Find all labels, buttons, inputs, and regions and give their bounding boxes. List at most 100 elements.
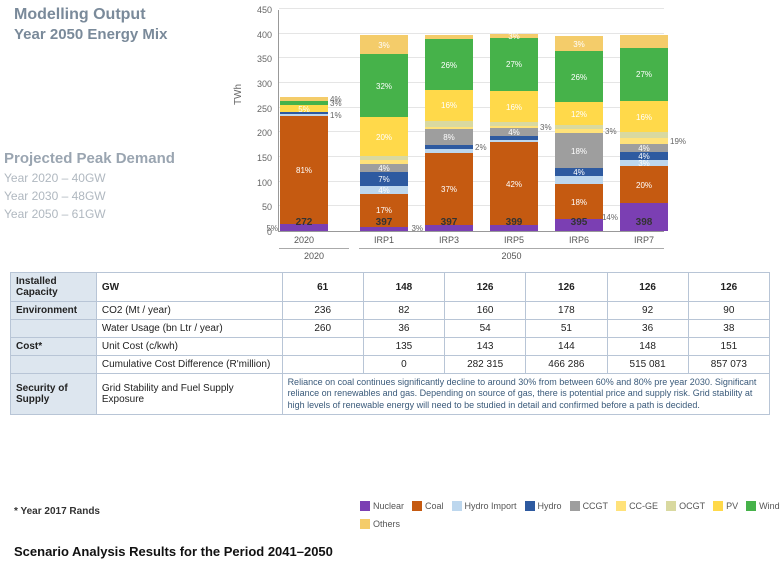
row-group-cell: Installed Capacity: [11, 273, 97, 302]
x-label: IRP3: [425, 235, 473, 245]
table-row: Installed CapacityGW61148126126126126: [11, 273, 770, 302]
segment-Others: [425, 35, 473, 39]
segment-HydroImport: [620, 160, 668, 166]
segment-CCGT: [425, 129, 473, 145]
value-cell: 148: [363, 273, 444, 302]
peak-demand-title: Projected Peak Demand: [4, 150, 175, 167]
value-cell: 282 315: [445, 356, 526, 374]
value-cell: 151: [688, 338, 769, 356]
value-cell: 82: [363, 302, 444, 320]
legend-swatch: [452, 501, 462, 511]
row-group-cell: [11, 356, 97, 374]
legend-item: Coal: [412, 501, 444, 511]
segment-Coal: [620, 166, 668, 203]
y-tick: 100: [257, 178, 272, 188]
legend-item: Wind: [746, 501, 780, 511]
legend-label: Hydro Import: [465, 501, 517, 511]
legend-item: OCGT: [666, 501, 705, 511]
value-cell: 515 081: [607, 356, 688, 374]
y-tick: 300: [257, 79, 272, 89]
legend-swatch: [360, 519, 370, 529]
value-cell: 61: [282, 273, 363, 302]
row-metric-cell: GW: [96, 273, 282, 302]
y-tick: 250: [257, 104, 272, 114]
segment-Hydro: [425, 145, 473, 149]
value-cell: 51: [526, 320, 607, 338]
row-group-cell: [11, 320, 97, 338]
title-block: Modelling Output Year 2050 Energy Mix: [14, 6, 167, 43]
segment-Others: [620, 35, 668, 48]
legend-item: Hydro Import: [452, 501, 517, 511]
value-cell: 178: [526, 302, 607, 320]
segment-callout: 1%: [330, 111, 342, 120]
segment-callout: 3%: [411, 224, 423, 233]
segment-Wind: [555, 51, 603, 102]
segment-PV: [280, 105, 328, 112]
segment-Others: [555, 36, 603, 51]
legend-label: OCGT: [679, 501, 705, 511]
table-row: Cumulative Cost Difference (R'million) 02…: [11, 356, 770, 374]
value-cell: 135: [363, 338, 444, 356]
legend-item: PV: [713, 501, 738, 511]
value-cell: 236: [282, 302, 363, 320]
segment-Coal: [490, 142, 538, 225]
legend-swatch: [412, 501, 422, 511]
segment-Coal: [555, 184, 603, 219]
x-label: IRP1: [360, 235, 408, 245]
y-axis: 050100150200250300350400450: [250, 4, 274, 234]
segment-Others: [280, 97, 328, 101]
segment-PV: [620, 101, 668, 133]
value-cell: 126: [688, 273, 769, 302]
segment-HydroImport: [555, 176, 603, 184]
row-metric-cell: Cumulative Cost Difference (R'million): [96, 356, 282, 374]
gridline: [279, 8, 664, 9]
x-group-label: 2020: [279, 248, 349, 261]
stacked-bar-chart: TWh 050100150200250300350400450 5%81%5%3…: [250, 4, 670, 260]
segment-Wind: [620, 48, 668, 101]
segment-CCGE: [360, 160, 408, 164]
segment-Wind: [280, 101, 328, 105]
data-table-area: Installed CapacityGW61148126126126126Env…: [10, 272, 770, 415]
legend-label: Hydro: [538, 501, 562, 511]
peak-demand-line: Year 2030 – 48GW: [4, 189, 175, 203]
segment-Wind: [425, 39, 473, 90]
segment-HydroImport: [490, 140, 538, 142]
row-metric-cell: CO2 (Mt / year): [96, 302, 282, 320]
value-cell: 54: [445, 320, 526, 338]
row-metric-cell: Grid Stability and Fuel Supply Exposure: [96, 374, 282, 415]
x-label: 2020: [280, 235, 328, 245]
legend-swatch: [616, 501, 626, 511]
x-label: IRP5: [490, 235, 538, 245]
legend-label: Others: [373, 519, 400, 529]
segment-CCGE: [555, 129, 603, 133]
segment-Others: [490, 34, 538, 38]
value-cell: 143: [445, 338, 526, 356]
legend-label: Wind: [759, 501, 780, 511]
value-cell: 36: [607, 320, 688, 338]
y-tick: 200: [257, 128, 272, 138]
peak-demand-line: Year 2050 – 61GW: [4, 207, 175, 221]
legend-label: Coal: [425, 501, 444, 511]
value-cell: 126: [526, 273, 607, 302]
segment-callout: 14%: [602, 213, 618, 222]
plot-area: 5%81%5%3%1%4%272202017%7%4%4%20%32%3%397…: [278, 10, 664, 232]
legend-swatch: [713, 501, 723, 511]
row-group-cell: Environment: [11, 302, 97, 320]
segment-Hydro: [280, 112, 328, 113]
segment-OCGT: [555, 125, 603, 129]
table-row: EnvironmentCO2 (Mt / year)23682160178929…: [11, 302, 770, 320]
table-row: Cost*Unit Cost (c/kwh)135143144148151: [11, 338, 770, 356]
segment-OCGT: [490, 122, 538, 126]
value-cell: 160: [445, 302, 526, 320]
segment-CCGE: [490, 126, 538, 128]
value-cell: 38: [688, 320, 769, 338]
segment-Wind: [490, 38, 538, 91]
segment-HydroImport: [360, 186, 408, 194]
legend-label: PV: [726, 501, 738, 511]
value-cell: 126: [607, 273, 688, 302]
page-root: Modelling Output Year 2050 Energy Mix Pr…: [0, 0, 781, 567]
data-table: Installed CapacityGW61148126126126126Env…: [10, 272, 770, 415]
table-row: Security of SupplyGrid Stability and Fue…: [11, 374, 770, 415]
value-cell: 126: [445, 273, 526, 302]
value-cell: 0: [363, 356, 444, 374]
